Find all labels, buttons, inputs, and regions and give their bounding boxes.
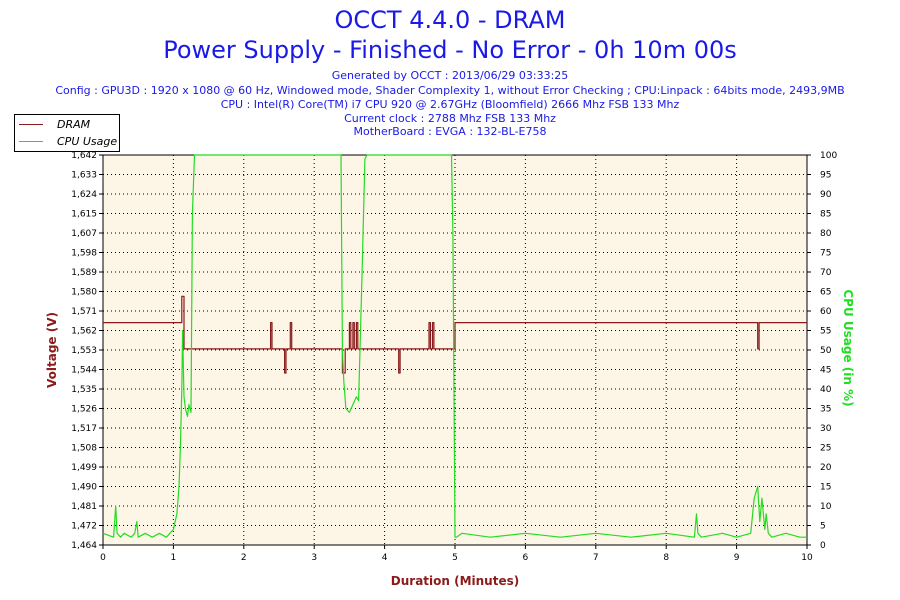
x-tick-label: 1 <box>171 553 177 563</box>
x-tick-label: 8 <box>663 553 669 563</box>
legend-item-dram: DRAM <box>19 117 90 131</box>
y-right-tick-label: 10 <box>820 502 832 512</box>
x-tick-label: 9 <box>734 553 740 563</box>
x-tick-label: 6 <box>523 553 529 563</box>
y-right-tick-label: 15 <box>820 483 831 493</box>
y-right-tick-label: 55 <box>820 327 831 337</box>
legend-swatch-cpu-usage <box>19 140 43 142</box>
y-right-tick-label: 60 <box>820 307 832 317</box>
y-left-tick-label: 1,607 <box>71 229 97 239</box>
y-right-tick-label: 65 <box>820 288 831 298</box>
y-left-tick-label: 1,571 <box>71 307 97 317</box>
y-right-tick-label: 70 <box>820 268 832 278</box>
x-tick-label: 7 <box>593 553 599 563</box>
y-right-tick-label: 90 <box>820 190 832 200</box>
info-generated: Generated by OCCT : 2013/06/29 03:33:25 <box>331 69 569 82</box>
y-right-tick-label: 25 <box>820 444 831 454</box>
y-left-tick-label: 1,580 <box>71 288 97 298</box>
legend-swatch-dram <box>19 123 43 125</box>
y-right-tick-label: 35 <box>820 405 831 415</box>
y-left-tick-label: 1,633 <box>71 171 97 181</box>
axis-ticks: 0 1 2 3 4 5 6 7 8 9 101,4641,4721,4811,4901,4991,5… <box>71 151 837 563</box>
y-left-tick-label: 1,499 <box>71 463 97 473</box>
y-right-tick-label: 100 <box>820 151 837 161</box>
y-left-tick-label: 1,517 <box>71 424 97 434</box>
y-left-tick-label: 1,490 <box>71 483 97 493</box>
y-left-tick-label: 1,553 <box>71 346 97 356</box>
y-left-tick-label: 1,472 <box>71 522 97 532</box>
y-left-tick-label: 1,481 <box>71 502 97 512</box>
x-tick-label: 10 <box>801 553 813 563</box>
x-tick-label: 5 <box>452 553 458 563</box>
y-right-tick-label: 85 <box>820 210 831 220</box>
legend-label-dram: DRAM <box>57 117 91 131</box>
y-right-tick-label: 50 <box>820 346 832 356</box>
x-tick-label: 3 <box>311 553 317 563</box>
chart-title: OCCT 4.4.0 - DRAM <box>334 6 566 34</box>
info-cpu: CPU : Intel(R) Core(TM) i7 CPU 920 @ 2.6… <box>220 98 680 111</box>
y-axis-right-title: CPU Usage (in %) <box>841 289 855 406</box>
y-right-tick-label: 0 <box>820 541 826 551</box>
legend-label-cpu-usage: CPU Usage <box>57 134 118 148</box>
info-config: Config : GPU3D : 1920 x 1080 @ 60 Hz, Wi… <box>55 84 845 97</box>
y-left-tick-label: 1,526 <box>71 405 97 415</box>
y-left-tick-label: 1,642 <box>71 151 97 161</box>
y-right-tick-label: 75 <box>820 249 831 259</box>
y-left-tick-label: 1,464 <box>71 541 97 551</box>
chart-subtitle: Power Supply - Finished - No Error - 0h … <box>163 36 737 64</box>
y-left-tick-label: 1,535 <box>71 385 97 395</box>
info-motherboard: MotherBoard : EVGA : 132-BL-E758 <box>353 125 547 138</box>
y-left-tick-label: 1,508 <box>71 444 97 454</box>
y-left-tick-label: 1,615 <box>71 210 97 220</box>
y-left-tick-label: 1,544 <box>71 366 97 376</box>
y-left-tick-label: 1,624 <box>71 190 97 200</box>
y-right-tick-label: 80 <box>820 229 832 239</box>
legend-item-cpu-usage: CPU Usage <box>19 134 117 148</box>
legend: DRAM CPU Usage <box>14 114 120 152</box>
series-lines <box>102 154 807 538</box>
y-right-tick-label: 20 <box>820 463 832 473</box>
y-right-tick-label: 95 <box>820 171 831 181</box>
x-tick-label: 2 <box>241 553 247 563</box>
y-left-tick-label: 1,562 <box>71 327 97 337</box>
y-right-tick-label: 45 <box>820 366 831 376</box>
y-axis-left-title: Voltage (V) <box>45 312 59 388</box>
y-right-tick-label: 40 <box>820 385 832 395</box>
x-axis-title: Duration (Minutes) <box>391 574 519 588</box>
y-left-tick-label: 1,598 <box>71 249 97 259</box>
y-right-tick-label: 5 <box>820 522 826 532</box>
info-current-clock: Current clock : 2788 Mhz FSB 133 Mhz <box>344 112 556 125</box>
series-line-dram <box>103 295 807 374</box>
series-line-cpu-usage <box>102 154 807 538</box>
x-tick-label: 4 <box>382 553 388 563</box>
y-right-tick-label: 30 <box>820 424 832 434</box>
x-tick-label: 0 <box>100 553 106 563</box>
y-left-tick-label: 1,589 <box>71 268 97 278</box>
